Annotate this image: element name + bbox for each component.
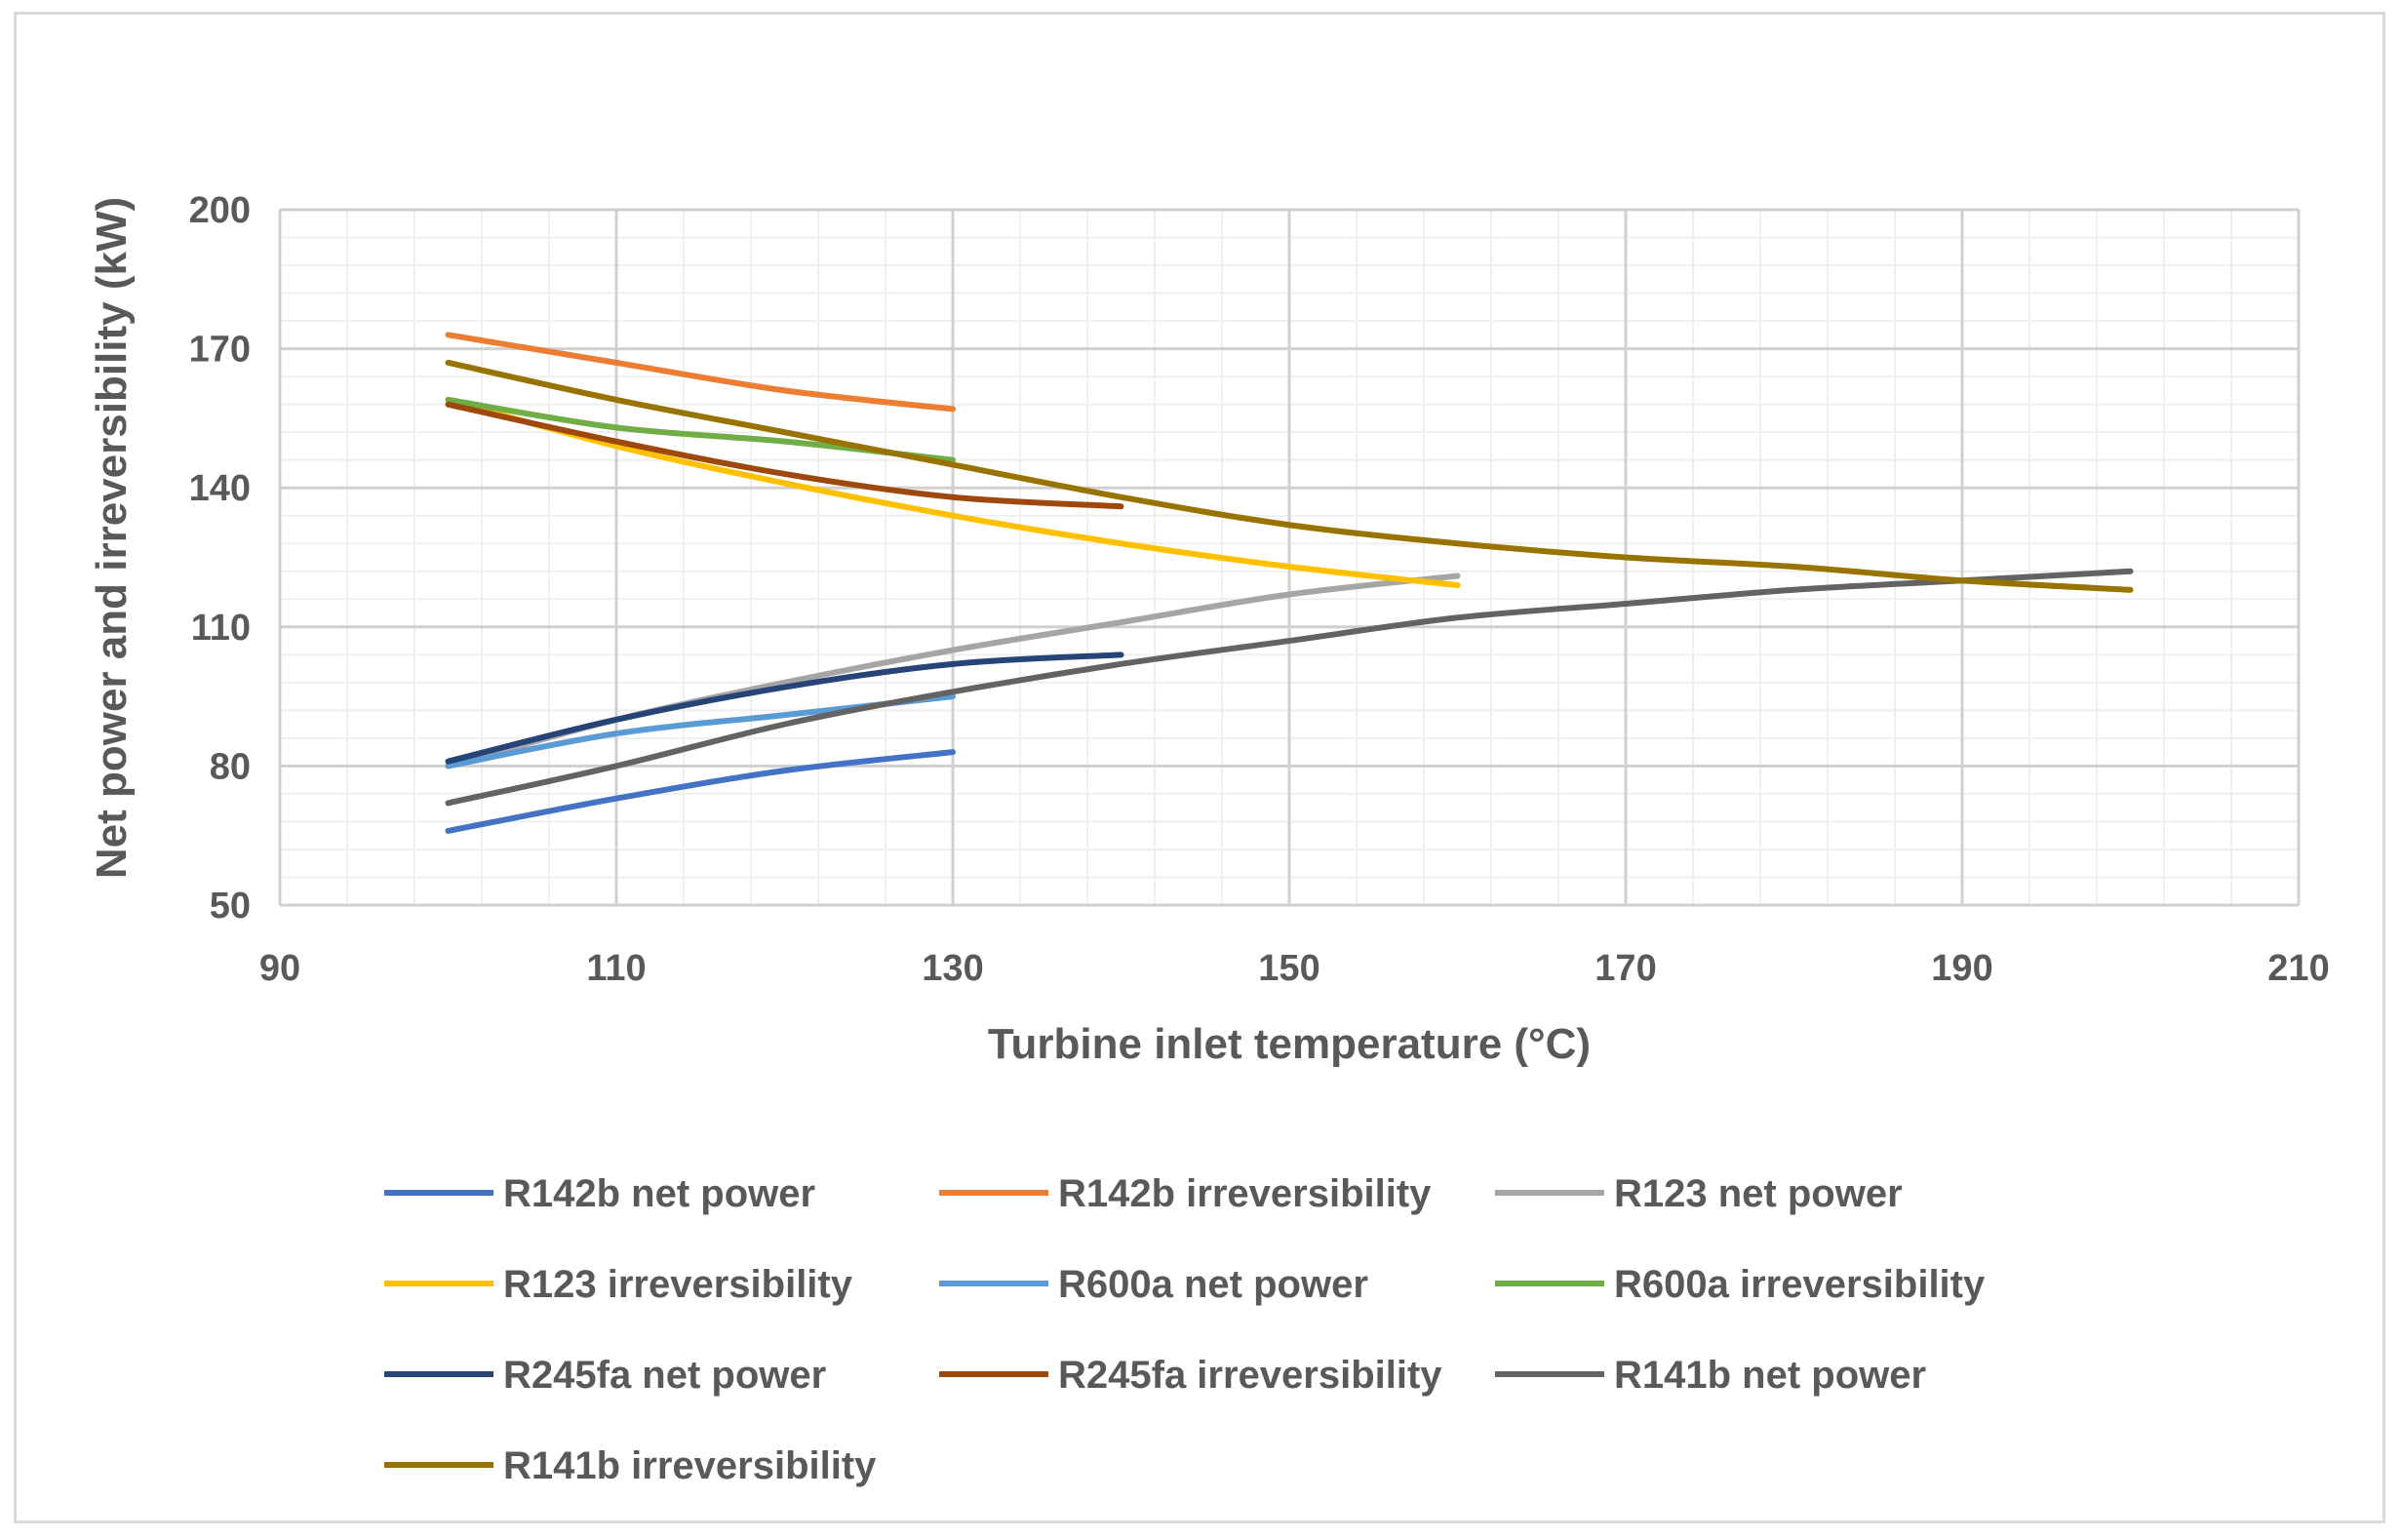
y-axis-title: Net power and irreversibility (kW) — [88, 197, 136, 879]
major-gridlines — [278, 208, 2301, 907]
chart: 50 80 110 140 170 200 90 110 130 150 170 190 210 Tur… — [88, 190, 2330, 1487]
legend-label: R123 irreversibility — [503, 1263, 853, 1306]
legend-label: R600a net power — [1058, 1263, 1368, 1306]
legend-label: R245fa net power — [503, 1354, 826, 1397]
x-tick-label: 110 — [586, 948, 646, 989]
y-tick-label: 110 — [191, 608, 251, 649]
x-tick-label: 170 — [1595, 948, 1656, 989]
x-axis-title: Turbine inlet temperature (°C) — [988, 1020, 1591, 1068]
x-tick-label: 190 — [1931, 948, 1992, 989]
legend-label: R142b net power — [503, 1172, 815, 1215]
tick-labels: 50 80 110 140 170 200 90 110 130 150 170 190 210 — [189, 190, 2330, 989]
series-line-r141b-net-power — [445, 568, 2134, 807]
x-tick-label: 150 — [1258, 948, 1319, 989]
legend-label: R141b net power — [1614, 1354, 1926, 1397]
y-tick-label: 50 — [210, 886, 251, 927]
x-tick-label: 90 — [259, 948, 300, 989]
series-line-r142b-net-power — [445, 749, 956, 834]
y-tick-label: 80 — [210, 746, 251, 787]
y-tick-label: 170 — [189, 330, 251, 371]
series-line-r245fa-irreversibility — [445, 401, 1124, 510]
legend-label: R142b irreversibility — [1058, 1172, 1432, 1215]
legend-label: R600a irreversibility — [1614, 1263, 1986, 1306]
y-tick-label: 140 — [189, 468, 251, 509]
series-line-r142b-irreversibility — [445, 332, 956, 413]
x-tick-label: 130 — [922, 948, 983, 989]
series-line-r245fa-net-power — [445, 652, 1124, 765]
legend-label: R245fa irreversibility — [1058, 1354, 1442, 1397]
legend: R142b net power R142b irreversibility R123… — [384, 1172, 1986, 1487]
series-lines — [445, 332, 2134, 834]
series-line-r123-irreversibility — [445, 396, 1461, 589]
y-tick-label: 200 — [189, 190, 251, 231]
chart-frame: 50 80 110 140 170 200 90 110 130 150 170 190 210 Tur… — [14, 12, 2385, 1523]
series-line-r141b-irreversibility — [445, 359, 2134, 593]
legend-label: R123 net power — [1614, 1172, 1903, 1215]
x-tick-label: 210 — [2267, 948, 2329, 989]
legend-label: R141b irreversibility — [503, 1444, 877, 1487]
